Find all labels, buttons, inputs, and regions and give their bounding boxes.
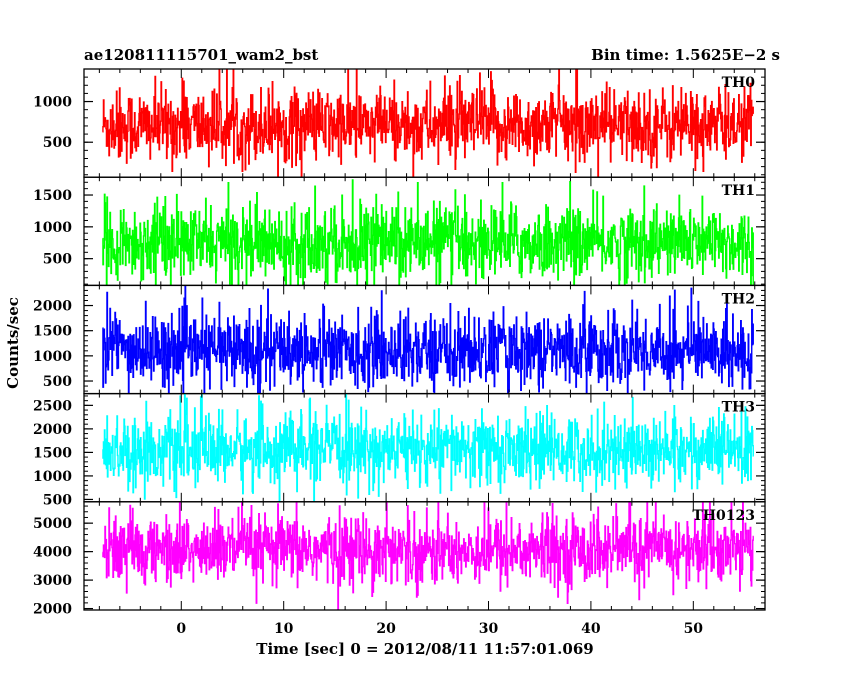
x-tick-label: 20 (376, 621, 396, 637)
series-th0123 (102, 501, 754, 610)
y-tick-label: 1000 (33, 95, 72, 111)
panel-th0: 500 1000 TH0 (33, 68, 766, 178)
panel-label: TH2 (722, 291, 755, 307)
y-tick-label: 3000 (33, 573, 72, 589)
y-tick-label: 2000 (33, 299, 72, 315)
y-tick-label: 1500 (33, 324, 72, 340)
y-tick-label: 500 (43, 492, 72, 508)
y-tick-label: 1000 (33, 349, 72, 365)
y-axis-title: Counts/sec (4, 297, 22, 389)
series-th1 (102, 179, 754, 286)
y-tick-label: 1500 (33, 188, 72, 204)
x-tick-label: 50 (684, 621, 704, 637)
panel-label: TH3 (722, 400, 755, 416)
panel-label: TH0123 (692, 508, 755, 524)
panel-th0123: 2000 3000 4000 5000 TH0123 (33, 501, 766, 618)
y-tick-label: 500 (43, 135, 72, 151)
panel-label: TH1 (722, 183, 755, 199)
y-tick-label: 1000 (33, 220, 72, 236)
series-th2 (102, 285, 754, 394)
y-tick-label: 1500 (33, 445, 72, 461)
bin-time-label: Bin time: 1.5625E−2 s (591, 46, 780, 64)
y-tick-label: 2000 (33, 422, 72, 438)
series-th3 (102, 393, 754, 502)
panel-th1: 500 1000 1500 TH1 (33, 176, 766, 287)
x-tick-label: 30 (479, 621, 499, 637)
y-tick-label: 2500 (33, 398, 72, 414)
y-tick-label: 2000 (33, 602, 72, 618)
panel-label: TH0 (722, 75, 756, 91)
y-tick-label: 500 (43, 374, 72, 390)
header-title: ae120811115701_wam2_bst (84, 46, 318, 64)
panel-th3: 500 1000 1500 2000 2500 TH3 (33, 392, 766, 508)
x-tick-label: 10 (274, 621, 294, 637)
x-tick-label: 0 (176, 621, 186, 637)
panel-th2: 500 1000 1500 2000 TH2 (33, 284, 766, 395)
y-tick-label: 4000 (33, 545, 72, 561)
y-tick-label: 1000 (33, 469, 72, 485)
x-tick-label: 40 (581, 621, 601, 637)
y-tick-label: 500 (43, 252, 72, 268)
y-tick-label: 5000 (33, 516, 72, 532)
series-th0 (102, 69, 754, 178)
panel-frame (83, 501, 766, 611)
x-axis-title: Time [sec] 0 = 2012/08/11 11:57:01.069 (256, 640, 593, 658)
